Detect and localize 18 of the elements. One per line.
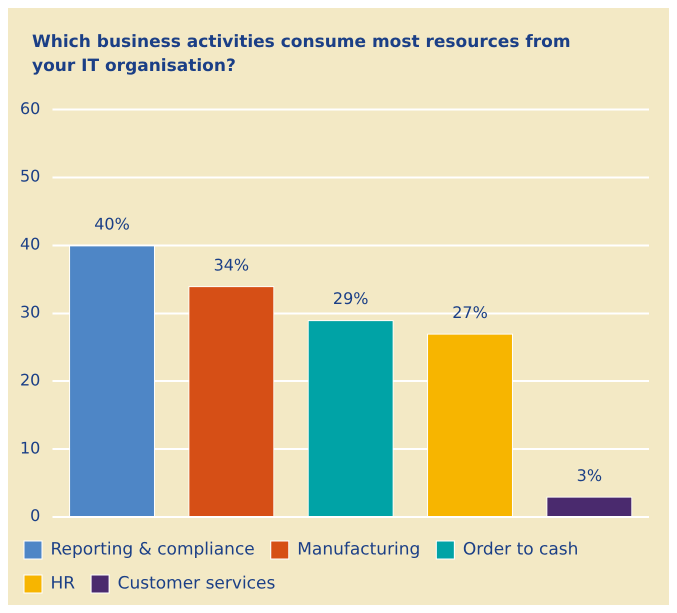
y-tick-label: 30 (20, 302, 40, 322)
legend-label: HR (50, 573, 76, 594)
data-label: 3% (576, 466, 602, 485)
y-tick-label: 0 (30, 506, 40, 526)
data-label: 40% (94, 214, 130, 234)
legend-label: Order to cash (462, 539, 578, 560)
y-tick-label: 20 (20, 370, 40, 390)
data-label: 34% (214, 255, 250, 274)
y-tick-label: 10 (20, 438, 40, 458)
y-tick-label: 50 (20, 166, 40, 186)
data-label: 29% (332, 289, 368, 308)
legend-label: Manufacturing (297, 539, 420, 560)
y-tick-label: 60 (20, 98, 40, 118)
legend-label: Reporting & compliance (50, 539, 255, 560)
y-tick-label: 40 (20, 234, 40, 254)
legend-label: Customer services (118, 573, 276, 594)
chart-title: Which business activities consume most resources from your IT organisation? (31, 31, 572, 78)
data-label: 27% (452, 302, 488, 322)
